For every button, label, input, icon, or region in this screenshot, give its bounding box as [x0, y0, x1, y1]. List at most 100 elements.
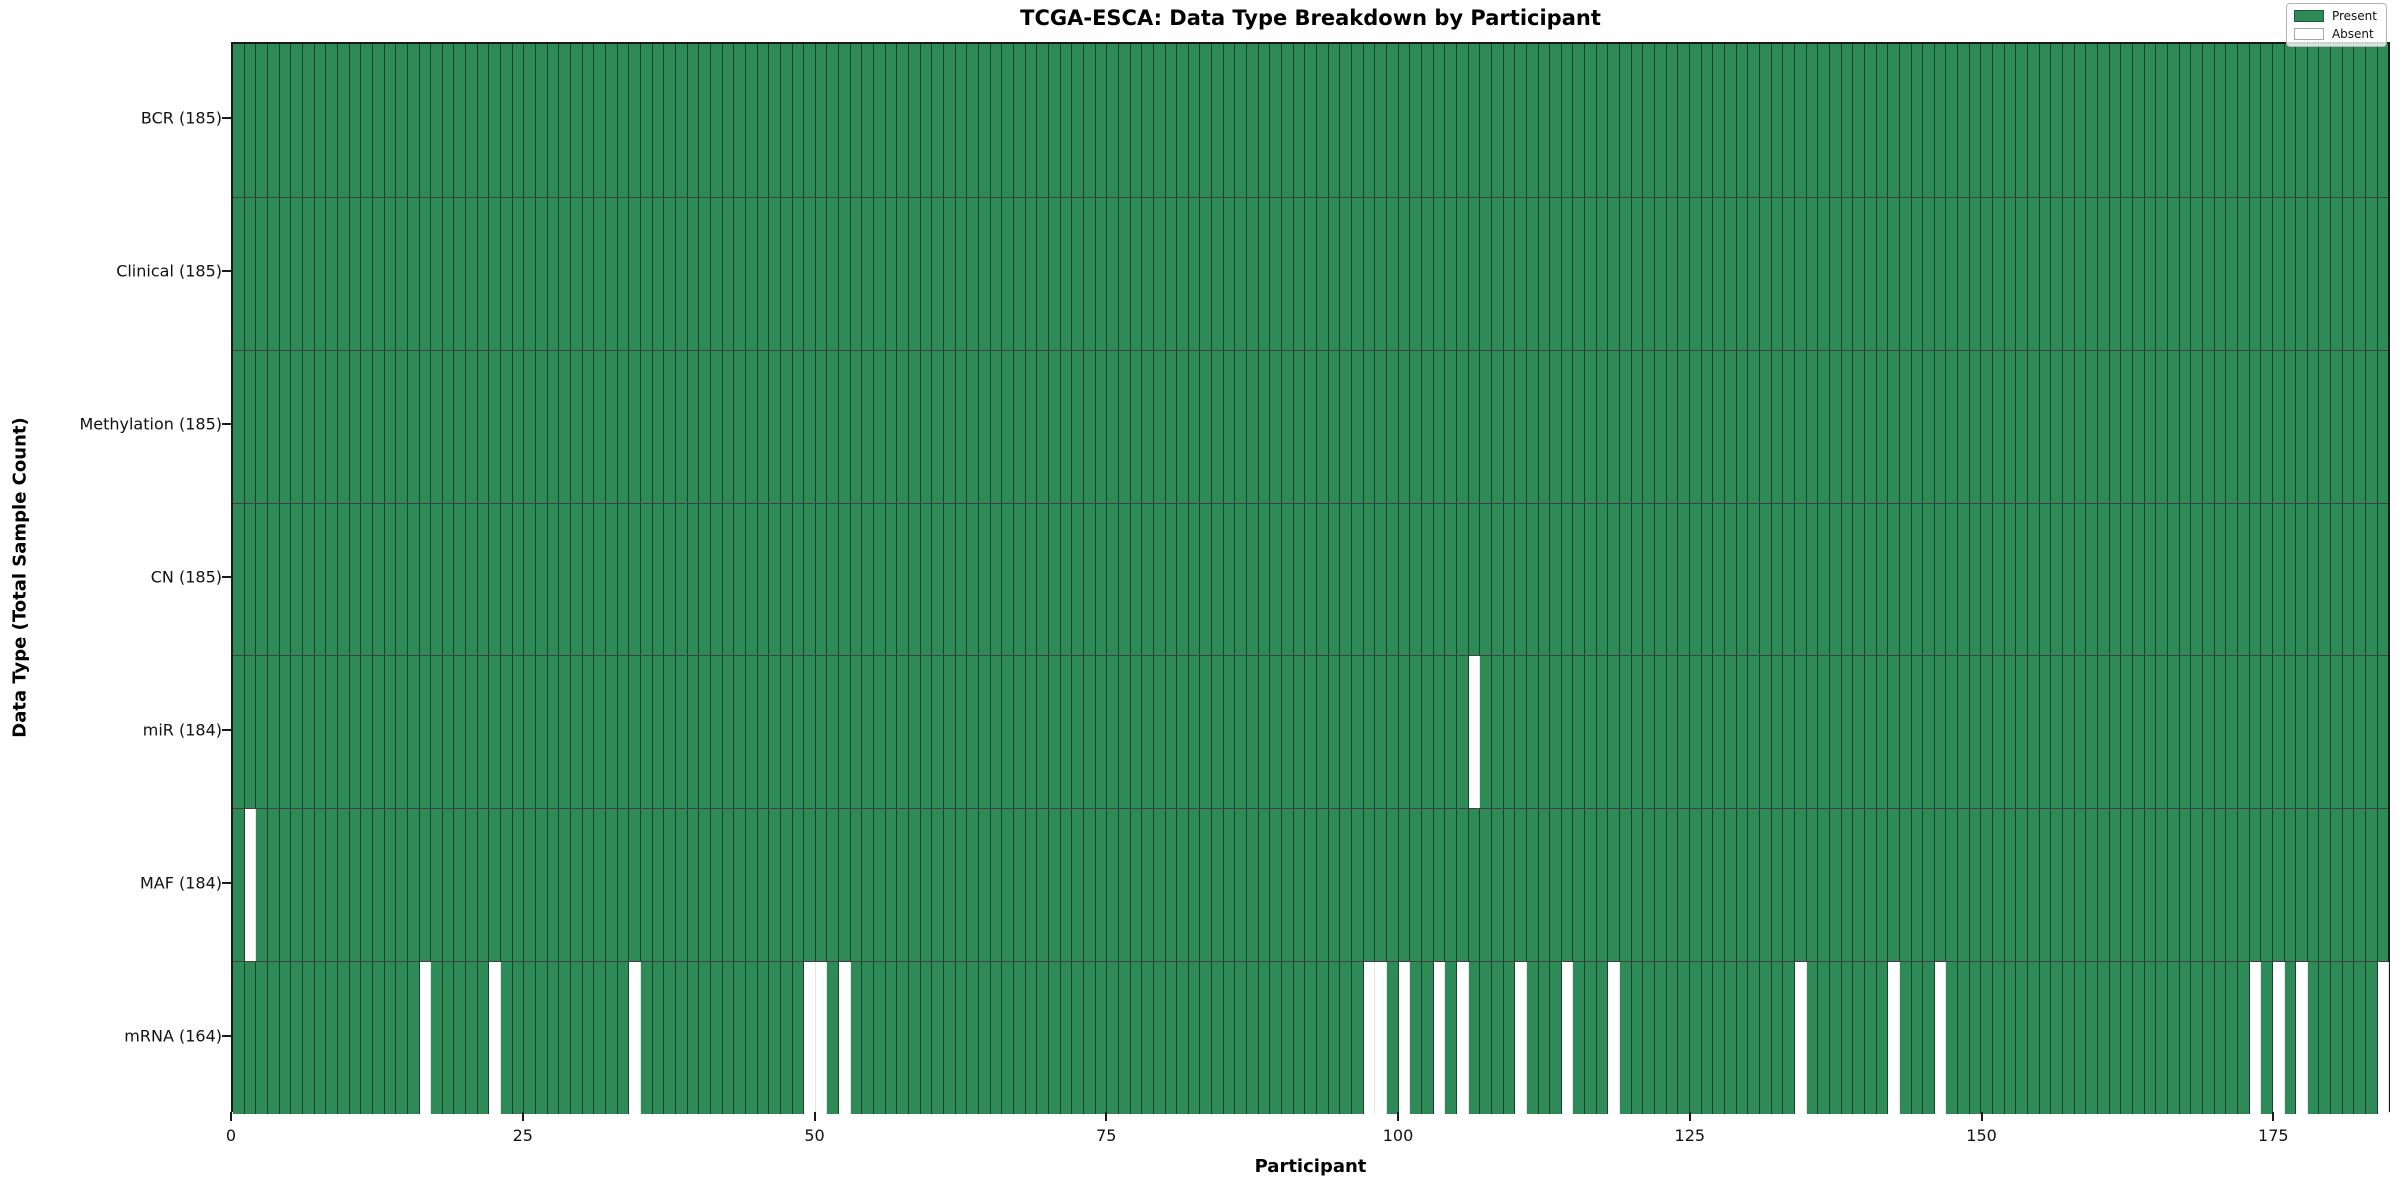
heatmap-cell [396, 656, 408, 809]
heatmap-cell [2098, 962, 2110, 1114]
heatmap-cell [1596, 503, 1609, 656]
heatmap-cell [629, 197, 641, 350]
heatmap-cell [1503, 197, 1516, 350]
heatmap-cell [2121, 962, 2133, 1114]
heatmap-cell [909, 44, 921, 197]
heatmap-cell [932, 197, 945, 350]
heatmap-cell [827, 350, 840, 503]
heatmap-cell [780, 350, 793, 503]
heatmap-cell [1923, 503, 1935, 656]
heatmap-cell [1969, 503, 1982, 656]
heatmap-cell [2296, 962, 2308, 1114]
heatmap-cell [2319, 197, 2332, 350]
heatmap-cell [477, 503, 490, 656]
heatmap-cell [2319, 503, 2332, 656]
heatmap-cell [2028, 350, 2040, 503]
heatmap-cell [2051, 503, 2064, 656]
heatmap-cell [1841, 962, 1854, 1114]
heatmap-cell [1794, 197, 1807, 350]
heatmap-cell [652, 44, 665, 197]
heatmap-cell [349, 197, 362, 350]
heatmap-cell [1911, 197, 1924, 350]
heatmap-cell [815, 197, 828, 350]
heatmap-cell [2051, 197, 2064, 350]
heatmap-cell [1247, 44, 1259, 197]
heatmap-cell [1561, 962, 1574, 1114]
heatmap-cell [1363, 503, 1376, 656]
heatmap-cell [256, 44, 268, 197]
heatmap-cell [1725, 44, 1737, 197]
heatmap-cell [2028, 197, 2040, 350]
heatmap-cell [1083, 656, 1096, 809]
heatmap-cell [699, 197, 711, 350]
heatmap-cell [582, 809, 595, 962]
heatmap-cell [1293, 656, 1306, 809]
heatmap-cell [1783, 350, 1795, 503]
heatmap-cell [1526, 350, 1539, 503]
heatmap-cell [1841, 197, 1854, 350]
heatmap-cell [2272, 503, 2285, 656]
heatmap-cell [2086, 350, 2098, 503]
heatmap-cell [1352, 809, 1364, 962]
heatmap-cell [722, 197, 735, 350]
heatmap-cell [1235, 962, 1248, 1114]
heatmap-cell [279, 656, 292, 809]
heatmap-cell [1258, 656, 1271, 809]
heatmap-cell [1631, 503, 1644, 656]
heatmap-cell [571, 44, 583, 197]
heatmap-cell [2226, 656, 2238, 809]
heatmap-cell [955, 656, 968, 809]
heatmap-cell [1165, 44, 1178, 197]
heatmap-cell [1876, 962, 1889, 1114]
heatmap-cell [1888, 656, 1900, 809]
heatmap-cell [407, 350, 420, 503]
heatmap-cell [2016, 809, 2029, 962]
heatmap-cell [2296, 503, 2308, 656]
heatmap-cell [874, 350, 886, 503]
heatmap-cell [1048, 350, 1061, 503]
heatmap-cell [2342, 350, 2355, 503]
heatmap-cell [349, 656, 362, 809]
heatmap-cell [1386, 809, 1399, 962]
heatmap-cell [1608, 503, 1621, 656]
heatmap-cell [536, 44, 548, 197]
heatmap-cell [1701, 197, 1714, 350]
heatmap-cell [1177, 350, 1189, 503]
heatmap-cell [594, 962, 606, 1114]
heatmap-cell [547, 197, 560, 350]
heatmap-cell [2132, 809, 2145, 962]
heatmap-cell [734, 197, 746, 350]
heatmap-cell [1993, 962, 2005, 1114]
heatmap-cell [2167, 197, 2180, 350]
heatmap-cell [1515, 809, 1527, 962]
heatmap-cell [407, 503, 420, 656]
heatmap-cell [990, 503, 1003, 656]
heatmap-cell [757, 44, 770, 197]
heatmap-cell [675, 962, 688, 1114]
heatmap-cell [2284, 962, 2297, 1114]
heatmap-cell [1480, 350, 1492, 503]
heatmap-cell [629, 350, 641, 503]
heatmap-cell [454, 350, 467, 503]
heatmap-cell [1212, 350, 1224, 503]
heatmap-cell [1421, 962, 1434, 1114]
heatmap-cell [2366, 44, 2378, 197]
heatmap-cell [955, 809, 968, 962]
heatmap-cell [2074, 962, 2087, 1114]
heatmap-cell [792, 197, 805, 350]
heatmap-cell [1025, 503, 1038, 656]
heatmap-cell [1969, 656, 1982, 809]
heatmap-cell [699, 44, 711, 197]
heatmap-cell [1596, 962, 1609, 1114]
heatmap-cell [979, 962, 991, 1114]
heatmap-cell [897, 656, 910, 809]
heatmap-cell [559, 44, 572, 197]
heatmap-cell [431, 350, 443, 503]
heatmap-cell [1620, 503, 1632, 656]
heatmap-cell [1107, 962, 1119, 1114]
heatmap-cell [1690, 197, 1702, 350]
heatmap-cell [944, 656, 956, 809]
heatmap-cell [1736, 350, 1749, 503]
heatmap-cell [617, 44, 630, 197]
heatmap-cell [256, 350, 268, 503]
